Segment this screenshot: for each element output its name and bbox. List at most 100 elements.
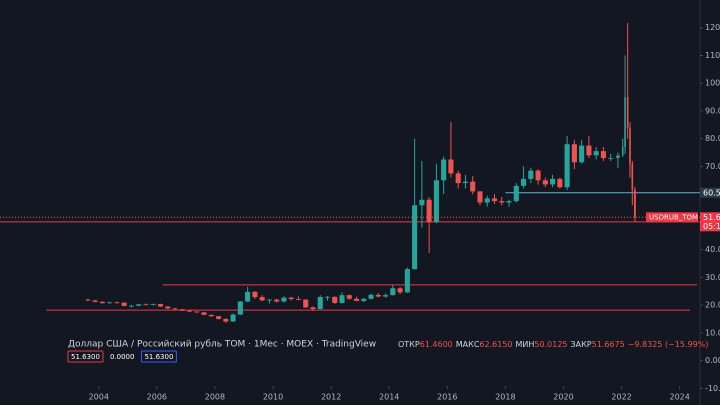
candle-body	[455, 173, 461, 184]
y-tick-label: 10.0	[705, 328, 720, 337]
ohlc-value: 61.4600	[420, 340, 453, 349]
candle-body	[404, 269, 410, 293]
candle-body	[470, 181, 476, 192]
y-tick-label: 110.0	[705, 51, 720, 60]
x-tick-label: 2004	[89, 393, 109, 402]
y-tick-label: 80.0	[705, 134, 720, 143]
y-tick-label: 20.0	[705, 301, 720, 310]
candle-body	[448, 159, 454, 174]
symbol-tag: USDRUB_TOM	[649, 213, 698, 221]
candle-body	[557, 178, 563, 188]
candle-body	[245, 291, 251, 302]
candle-body	[624, 97, 626, 148]
candle-body	[542, 180, 548, 185]
ohlc-label: ОТКР	[398, 340, 420, 349]
price-label: 51.6	[703, 213, 720, 222]
y-tick-label: 70.0	[705, 162, 720, 171]
candle-body	[339, 295, 345, 303]
y-tick-label: 90.0	[705, 106, 720, 115]
candle-body	[550, 178, 556, 185]
candle-body	[179, 309, 185, 311]
candle-body	[281, 297, 287, 302]
y-tick-label: 30.0	[705, 273, 720, 282]
candle-body	[361, 298, 367, 301]
x-tick-label: 2014	[379, 393, 399, 402]
candle-body	[252, 291, 258, 298]
candle-body	[324, 296, 331, 298]
candle-body	[616, 155, 620, 159]
candle-body	[626, 97, 629, 128]
candle-body	[186, 310, 193, 312]
x-tick-label: 2016	[437, 393, 457, 402]
candle-body	[621, 147, 624, 156]
candle-body	[484, 198, 490, 203]
value-box	[140, 350, 177, 363]
candle-body	[506, 201, 512, 203]
candle-body	[114, 302, 120, 304]
candle-body	[310, 307, 316, 310]
candle-body	[521, 178, 527, 186]
candle-body	[513, 185, 519, 202]
candle-body	[216, 316, 222, 320]
ohlc-label: ЗАКР	[571, 340, 592, 349]
candle-body	[586, 145, 592, 156]
candle-body	[499, 201, 505, 203]
candle-body	[390, 288, 396, 296]
value-box-label: 51.6300	[144, 353, 173, 361]
ohlc-value: 62.6150	[479, 340, 512, 349]
candle-body	[631, 163, 634, 191]
candle-body	[332, 296, 338, 303]
candle-body	[571, 144, 577, 163]
candle-body	[528, 170, 534, 179]
candle-body	[107, 302, 113, 304]
value-box-label: 0.0000	[110, 353, 135, 361]
candle-body	[491, 198, 498, 202]
x-tick-label: 2020	[553, 393, 573, 402]
candle-body	[266, 299, 272, 301]
candle-body	[150, 304, 156, 305]
candle-body	[564, 144, 570, 188]
candle-body	[157, 304, 164, 307]
price-label: 60.5	[703, 188, 720, 197]
candle-body	[608, 158, 614, 159]
ohlc-label: МИН	[516, 340, 535, 349]
countdown: 05:1	[703, 222, 720, 231]
candle-body	[99, 301, 105, 304]
candle-body	[579, 145, 585, 163]
x-tick-label: 2024	[669, 393, 689, 402]
candle-body	[462, 181, 468, 184]
x-tick-label: 2010	[263, 393, 283, 402]
value-box-label: 51.6300	[71, 353, 100, 361]
price-label-box	[700, 212, 720, 232]
x-tick-label: 2008	[205, 393, 225, 402]
candle-body	[201, 312, 207, 315]
candle-body	[274, 299, 280, 302]
candle-body	[172, 308, 178, 310]
candle-body	[477, 191, 483, 203]
candle-body	[397, 288, 403, 293]
x-tick-label: 2006	[147, 393, 167, 402]
price-label-box	[700, 187, 720, 198]
candle-body	[353, 298, 360, 301]
candle-body	[441, 159, 447, 181]
legend-title: Доллар США / Российский рубль TOM · 1Мес…	[68, 340, 376, 350]
candle-body	[303, 299, 309, 308]
candle-body	[412, 205, 418, 270]
candle-body	[85, 299, 91, 301]
symbol-tag-box	[646, 212, 698, 223]
change: −9.8325 (−15.99%)	[628, 340, 709, 349]
candle-body	[433, 180, 439, 222]
candle-body	[208, 314, 214, 317]
candle-body	[419, 199, 425, 206]
candle-body	[223, 319, 229, 322]
candle-body	[288, 297, 294, 300]
x-tick-label: 2012	[321, 393, 341, 402]
y-tick-label: 40.0	[705, 245, 720, 254]
candle-body	[165, 306, 171, 309]
ohlc-value: 50.0125	[534, 340, 567, 349]
candle-body	[426, 199, 432, 222]
candle-body	[128, 305, 134, 307]
y-tick-label: 120.0	[705, 23, 720, 32]
candle-body	[629, 127, 631, 164]
